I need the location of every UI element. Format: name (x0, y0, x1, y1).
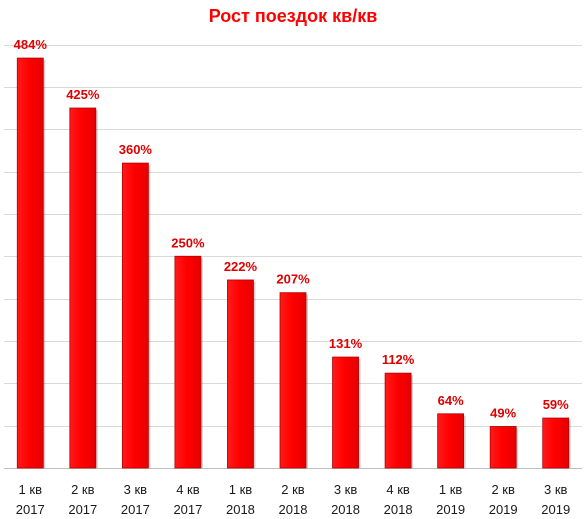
x-tick-label: 2 кв (71, 482, 95, 497)
data-label: 64% (438, 393, 464, 408)
bar (69, 107, 97, 469)
x-tick-label: 2017 (68, 502, 97, 517)
data-label: 250% (171, 235, 205, 250)
data-label: 59% (543, 397, 569, 412)
x-tick-label: 2019 (489, 502, 518, 517)
data-label: 49% (490, 405, 516, 420)
bar (16, 57, 44, 469)
x-tick-label: 2019 (541, 502, 570, 517)
x-tick-labels: 1 кв 2017 2 кв 2017 3 кв 2017 4 кв 2017 1 кв 2018… (16, 482, 570, 517)
x-tick-label: 2018 (331, 502, 360, 517)
chart-title: Рост поездок кв/кв (208, 6, 378, 26)
x-tick-label: 2017 (173, 502, 202, 517)
data-labels: 484% 425% 360% 250% 222% 207% 131% 112% 64% 49% 59… (14, 37, 570, 420)
data-label: 131% (329, 336, 363, 351)
x-tick-label: 2 кв (491, 482, 515, 497)
x-tick-label: 4 кв (386, 482, 410, 497)
x-tick-label: 1 кв (229, 482, 253, 497)
x-tick-label: 2017 (16, 502, 45, 517)
x-tick-label: 2018 (279, 502, 308, 517)
bar (384, 372, 412, 469)
x-tick-label: 4 кв (176, 482, 200, 497)
data-label: 425% (66, 87, 100, 102)
x-tick-label: 3 кв (124, 482, 148, 497)
bar (332, 356, 359, 469)
bar (279, 292, 307, 469)
bar (174, 255, 202, 469)
x-tick-label: 1 кв (439, 482, 463, 497)
x-tick-label: 2019 (436, 502, 465, 517)
x-tick-label: 2018 (226, 502, 255, 517)
x-tick-label: 3 кв (544, 482, 568, 497)
bar (121, 162, 149, 469)
bar (489, 426, 517, 469)
bars (16, 57, 571, 469)
x-tick-label: 2017 (121, 502, 150, 517)
x-tick-label: 3 кв (334, 482, 358, 497)
data-label: 360% (119, 142, 153, 157)
data-label: 484% (14, 37, 48, 52)
x-tick-label: 1 кв (19, 482, 43, 497)
x-tick-label: 2 кв (281, 482, 305, 497)
data-label: 112% (382, 352, 415, 367)
x-tick-label: 2018 (384, 502, 413, 517)
data-label: 207% (276, 272, 310, 287)
bar (542, 417, 570, 469)
bar (437, 413, 465, 469)
data-label: 222% (224, 259, 258, 274)
bar (227, 279, 254, 469)
